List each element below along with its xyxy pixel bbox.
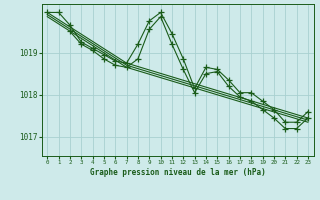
X-axis label: Graphe pression niveau de la mer (hPa): Graphe pression niveau de la mer (hPa) — [90, 168, 266, 177]
